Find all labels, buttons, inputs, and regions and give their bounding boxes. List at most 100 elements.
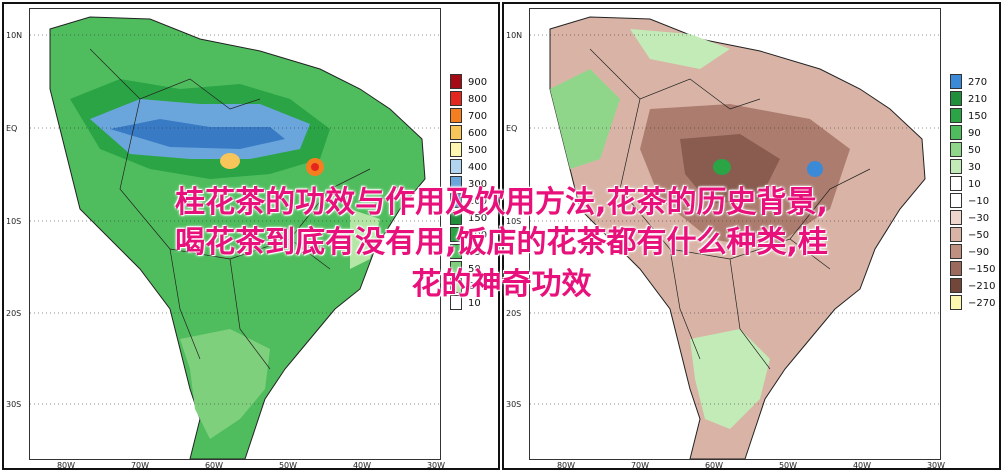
right-legend-label: 50 (968, 145, 981, 156)
left-legend-swatch (450, 91, 462, 106)
right-legend-label: −10 (968, 196, 990, 207)
right-legend-swatch (950, 244, 962, 259)
overlay-headline-line-2: 喝花茶到底有没有用,饭店的花茶都有什么种类,桂 (175, 225, 828, 260)
right-legend-swatch (950, 159, 962, 174)
right-legend-label: −270 (968, 298, 996, 309)
right-lat-label-eq: EQ (506, 124, 518, 133)
left-legend-swatch (450, 261, 462, 276)
right-legend-label: 10 (968, 179, 981, 190)
right-legend-swatch (950, 125, 962, 140)
right-lon-label-30w: 30W (926, 461, 946, 470)
left-legend-swatch (450, 176, 462, 191)
right-legend-swatch (950, 295, 962, 310)
left-legend-label: 800 (468, 94, 488, 105)
left-lat-label-10s: 10S (6, 217, 22, 226)
right-legend-swatch (950, 91, 962, 106)
left-hotspot-2-core (311, 163, 319, 171)
left-border-lines (89, 48, 371, 370)
left-map-graphic (30, 16, 440, 459)
right-legend-label: 210 (968, 94, 988, 105)
left-legend-swatch (450, 244, 462, 259)
right-legend-swatch (950, 227, 962, 242)
left-lat-label-10n: 10N (6, 31, 23, 40)
right-wet-north (630, 29, 730, 69)
right-legend-swatch (950, 108, 962, 123)
left-legend-label: 300 (468, 179, 488, 190)
right-legend-label: 30 (968, 162, 981, 173)
right-map-graphic (530, 16, 940, 459)
right-legend-swatch (950, 261, 962, 276)
left-lon-label-60w: 60W (204, 461, 224, 470)
right-lon-label-80w: 80W (556, 461, 576, 470)
left-precip-map (29, 8, 441, 460)
left-legend-label: 400 (468, 162, 488, 173)
left-legend-label: 700 (468, 111, 488, 122)
overlay-headline-line-3: 花的神奇功效 (411, 267, 592, 302)
left-legend-label: 25 (468, 281, 481, 292)
overlay-headline-line-1: 桂花茶的功效与作用及饮用方法,花茶的历史背景, (175, 185, 828, 220)
left-lon-label-80w: 80W (56, 461, 76, 470)
left-legend-swatch (450, 74, 462, 89)
left-legend-swatch (450, 125, 462, 140)
right-legend-label: −210 (968, 281, 996, 292)
right-map-panel: 10N EQ 10S 20S 30S 80W 70W 60W 50W 40W 3… (502, 2, 1001, 470)
left-dry-south (180, 329, 270, 439)
right-grid (530, 34, 940, 405)
left-legend-label: 100 (468, 230, 488, 241)
left-legend-swatch (450, 108, 462, 123)
left-lon-label-40w: 40W (352, 461, 372, 470)
right-legend-swatch (950, 74, 962, 89)
right-legend-label: 150 (968, 111, 988, 122)
right-legend-swatch (950, 278, 962, 293)
right-lon-label-70w: 70W (630, 461, 650, 470)
left-legend-label: 200 (468, 196, 488, 207)
right-anomaly-map (529, 8, 941, 460)
left-lat-label-20s: 20S (6, 309, 22, 318)
left-legend-label: 500 (468, 145, 488, 156)
right-wet-spot-2 (807, 161, 823, 177)
left-lat-label-eq: EQ (6, 124, 18, 133)
right-legend-swatch (950, 142, 962, 157)
left-legend-swatch (450, 278, 462, 293)
left-legend-swatch (450, 142, 462, 157)
right-legend-swatch (950, 210, 962, 225)
right-lon-label-40w: 40W (852, 461, 872, 470)
right-wet-west (550, 69, 620, 169)
right-lat-label-20s: 20S (506, 309, 522, 318)
left-legend-label: 900 (468, 77, 488, 88)
left-legend-label: 50 (468, 264, 481, 275)
left-legend-swatch (450, 193, 462, 208)
right-legend-label: −30 (968, 213, 990, 224)
left-hotspot-1 (220, 153, 240, 169)
right-lon-label-60w: 60W (704, 461, 724, 470)
right-legend-label: 90 (968, 128, 981, 139)
left-blue-core (110, 119, 285, 149)
right-lon-label-50w: 50W (778, 461, 798, 470)
right-legend-swatch (950, 176, 962, 191)
left-legend-swatch (450, 210, 462, 225)
left-lon-label-50w: 50W (278, 461, 298, 470)
right-legend-label: −90 (968, 247, 990, 258)
left-legend-swatch (450, 295, 462, 310)
left-legend-label: 75 (468, 247, 481, 258)
right-legend-swatch (950, 193, 962, 208)
left-lon-label-70w: 70W (130, 461, 150, 470)
left-legend-swatch (450, 159, 462, 174)
left-legend-swatch (450, 227, 462, 242)
left-dry-east (350, 209, 380, 269)
left-grid (30, 34, 440, 405)
right-lat-label-10s: 10S (506, 217, 522, 226)
left-lon-label-30w: 30W (426, 461, 446, 470)
right-legend-label: −50 (968, 230, 990, 241)
left-map-panel: 10N EQ 10S 20S 30S 80W 70W 60W 50W 40W 3… (2, 2, 500, 470)
left-legend-label: 600 (468, 128, 488, 139)
right-legend-label: 270 (968, 77, 988, 88)
right-lat-label-10n: 10N (506, 31, 523, 40)
left-lat-label-30s: 30S (6, 400, 22, 409)
left-legend-label: 150 (468, 213, 488, 224)
right-border-lines (589, 48, 871, 370)
right-wet-spot-1 (713, 159, 731, 175)
right-lat-label-30s: 30S (506, 400, 522, 409)
left-legend-label: 10 (468, 298, 481, 309)
right-legend-label: −150 (968, 264, 996, 275)
